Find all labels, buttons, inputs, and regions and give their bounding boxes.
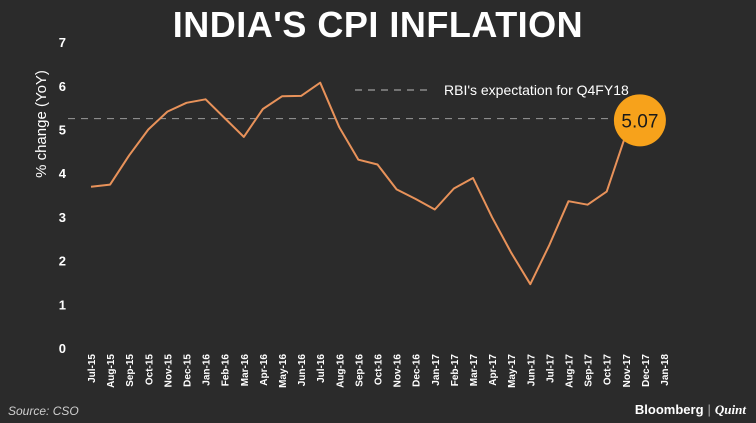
x-tick-label: Jul-17 bbox=[545, 354, 556, 383]
data-points bbox=[89, 81, 647, 286]
y-tick-label: 7 bbox=[59, 35, 66, 50]
x-tick-label: Jul-16 bbox=[316, 354, 327, 383]
chart-title: INDIA'S CPI INFLATION bbox=[172, 4, 584, 45]
source-note: Source: CSO bbox=[8, 404, 79, 418]
brand-logo: Bloomberg | Quint bbox=[635, 402, 746, 418]
legend-label: RBI's expectation for Q4FY18 bbox=[444, 82, 629, 98]
y-tick-label: 3 bbox=[59, 210, 66, 225]
legend: RBI's expectation for Q4FY18 bbox=[355, 82, 629, 98]
callout-value: 5.07 bbox=[621, 111, 658, 132]
x-tick-label: Oct-15 bbox=[144, 354, 155, 386]
x-tick-label: Sep-17 bbox=[584, 354, 595, 387]
x-tick-label: Aug-16 bbox=[335, 354, 346, 388]
y-tick-label: 1 bbox=[59, 297, 66, 312]
x-tick-label: Oct-16 bbox=[374, 354, 385, 386]
x-tick-label: Mar-16 bbox=[240, 354, 251, 387]
x-tick-label: May-17 bbox=[507, 354, 518, 388]
cpi-series-line bbox=[90, 81, 646, 286]
x-tick-label: Jun-17 bbox=[526, 354, 537, 387]
x-tick-label: Jan-17 bbox=[431, 354, 442, 386]
callout-circle bbox=[613, 94, 666, 147]
brand-quint: Quint bbox=[714, 402, 746, 417]
x-tick-label: Aug-17 bbox=[565, 354, 576, 388]
y-axis: 0 1 2 3 4 5 6 7 bbox=[59, 35, 67, 356]
x-tick-label: Apr-17 bbox=[488, 354, 499, 386]
x-tick-label: Feb-17 bbox=[450, 354, 461, 387]
y-tick-label: 5 bbox=[59, 123, 66, 138]
brand-bloomberg: Bloomberg bbox=[634, 402, 704, 417]
x-tick-label: Sep-15 bbox=[125, 354, 136, 387]
x-tick-label: Sep-16 bbox=[354, 354, 365, 387]
x-tick-label: Jun-16 bbox=[297, 354, 308, 387]
x-tick-label: Dec-16 bbox=[412, 354, 423, 387]
brand-separator: | bbox=[707, 402, 711, 417]
x-tick-label: Dec-17 bbox=[641, 354, 652, 387]
x-tick-label: Jul-15 bbox=[87, 354, 98, 383]
x-tick-label: May-16 bbox=[278, 354, 289, 388]
y-axis-title: % change (YoY) bbox=[33, 70, 50, 178]
x-tick-label: Nov-15 bbox=[163, 354, 174, 388]
x-tick-label: Jan-16 bbox=[202, 354, 213, 386]
y-tick-label: 6 bbox=[59, 79, 66, 94]
x-tick-label: Mar-17 bbox=[469, 354, 480, 387]
latest-value-callout: 5.07 bbox=[613, 94, 666, 147]
x-tick-label: Feb-16 bbox=[221, 354, 232, 387]
x-tick-label: Oct-17 bbox=[603, 354, 614, 386]
x-tick-label: Dec-15 bbox=[183, 354, 194, 387]
x-tick-label: Aug-15 bbox=[106, 354, 117, 388]
x-tick-label: Nov-17 bbox=[622, 354, 633, 388]
x-tick-label: Apr-16 bbox=[259, 354, 270, 386]
y-tick-label: 4 bbox=[59, 166, 67, 181]
x-axis: Jul-15 Aug-15 Sep-15 Oct-15 Nov-15 Dec-15 Jan-… bbox=[87, 354, 671, 388]
y-tick-label: 0 bbox=[59, 341, 66, 356]
x-tick-label: Jan-18 bbox=[660, 354, 671, 386]
y-tick-label: 2 bbox=[59, 254, 66, 269]
x-tick-label: Nov-16 bbox=[393, 354, 404, 388]
